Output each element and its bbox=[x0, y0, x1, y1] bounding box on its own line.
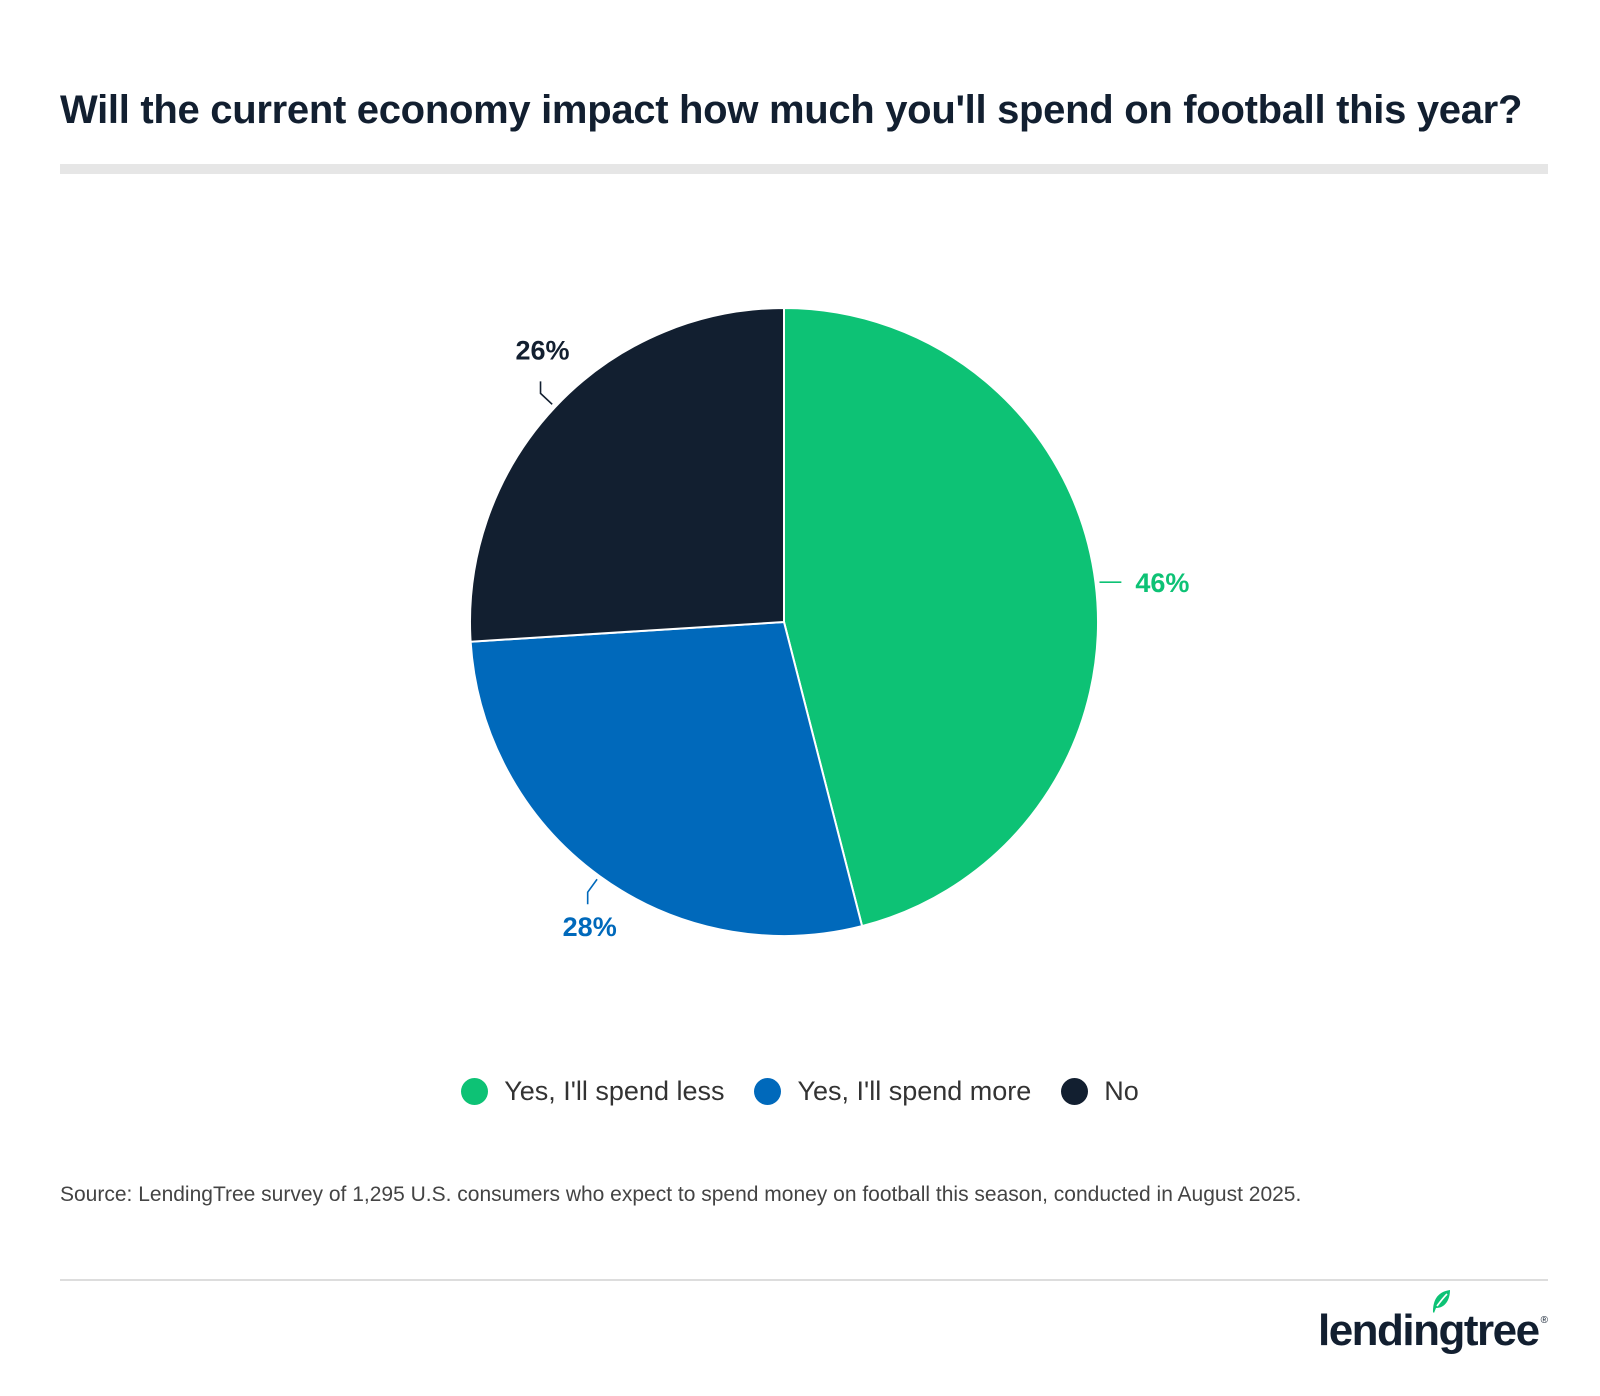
leader-line-no bbox=[539, 381, 553, 405]
legend-item-no[interactable]: No bbox=[1061, 1076, 1139, 1107]
legend-item-spend-more[interactable]: Yes, I'll spend more bbox=[754, 1076, 1031, 1107]
legend-label-spend-less: Yes, I'll spend less bbox=[504, 1076, 725, 1106]
leaf-icon bbox=[1433, 1290, 1450, 1313]
pie-slice-spend-less[interactable] bbox=[783, 306, 1099, 928]
registered-mark: ® bbox=[1540, 1315, 1548, 1326]
chart-legend: Yes, I'll spend less Yes, I'll spend mor… bbox=[0, 1076, 1600, 1107]
legend-item-spend-less[interactable]: Yes, I'll spend less bbox=[461, 1076, 724, 1107]
data-label-spend-more: 28% bbox=[563, 912, 617, 942]
legend-swatch-no bbox=[1061, 1078, 1089, 1105]
pie-slice-spend-more[interactable] bbox=[469, 620, 864, 937]
source-note: Source: LendingTree survey of 1,295 U.S.… bbox=[60, 1183, 1302, 1206]
footer-divider bbox=[60, 1279, 1548, 1281]
title-divider bbox=[60, 164, 1548, 174]
lendingtree-logo: lendingtree ® bbox=[1317, 1290, 1548, 1356]
chart-title: Will the current economy impact how much… bbox=[60, 88, 1523, 132]
leader-line-spend-more bbox=[586, 878, 598, 905]
legend-swatch-spend-more bbox=[754, 1078, 782, 1105]
legend-label-spend-more: Yes, I'll spend more bbox=[797, 1076, 1032, 1106]
pie-slice-no[interactable] bbox=[469, 306, 785, 643]
data-label-no: 26% bbox=[516, 335, 570, 365]
data-label-spend-less: 46% bbox=[1135, 568, 1189, 598]
legend-swatch-spend-less bbox=[461, 1078, 489, 1105]
legend-label-no: No bbox=[1104, 1076, 1139, 1106]
logo-wordmark: lendingtree bbox=[1317, 1306, 1540, 1355]
